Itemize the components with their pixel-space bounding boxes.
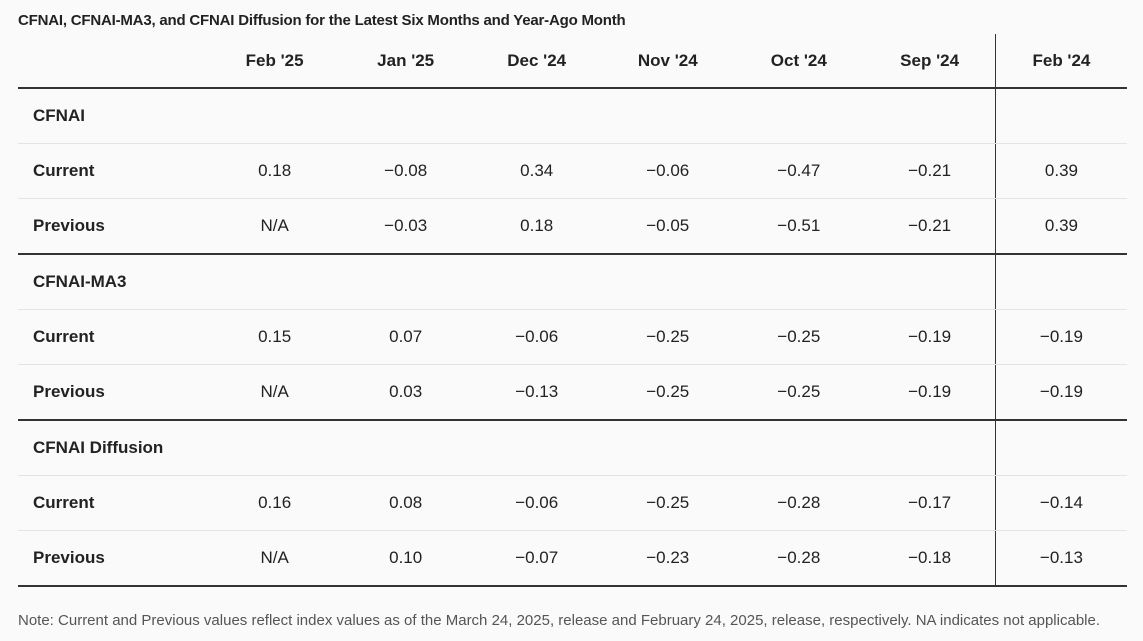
row-label: Previous	[18, 530, 210, 587]
value-cell: 0.18	[471, 198, 603, 255]
empty-cell	[340, 254, 472, 310]
value-cell: 0.07	[340, 309, 472, 365]
empty-cell	[471, 254, 603, 310]
empty-cell	[733, 88, 865, 144]
empty-cell	[471, 88, 603, 144]
value-cell: −0.13	[471, 364, 603, 421]
data-table: Feb '25 Jan '25 Dec '24 Nov '24 Oct '24 Sep '…	[18, 34, 1127, 587]
header-corner	[18, 34, 210, 89]
section-label: CFNAI Diffusion	[18, 420, 210, 476]
empty-cell	[209, 88, 341, 144]
section-row: CFNAI	[18, 88, 1127, 144]
value-cell: 0.39	[994, 198, 1127, 255]
value-cell: −0.28	[733, 475, 865, 531]
value-cell: 0.03	[340, 364, 472, 421]
column-header: Dec '24	[471, 34, 603, 89]
empty-cell	[209, 420, 341, 476]
value-cell: −0.06	[471, 309, 603, 365]
value-cell: −0.21	[864, 143, 996, 199]
value-cell: −0.28	[733, 530, 865, 587]
table-row: Previous N/A −0.03 0.18 −0.05 −0.51 −0.21 0.39	[18, 198, 1127, 255]
empty-cell	[994, 88, 1127, 144]
value-cell: N/A	[209, 530, 341, 587]
row-label: Previous	[18, 364, 210, 421]
value-cell: −0.47	[733, 143, 865, 199]
empty-cell	[602, 88, 734, 144]
empty-cell	[864, 420, 996, 476]
column-header: Nov '24	[602, 34, 734, 89]
value-cell: 0.15	[209, 309, 341, 365]
table-row: Current 0.15 0.07 −0.06 −0.25 −0.25 −0.19 −0.19	[18, 309, 1127, 365]
value-cell: 0.34	[471, 143, 603, 199]
empty-cell	[864, 254, 996, 310]
value-cell: −0.06	[471, 475, 603, 531]
value-cell: N/A	[209, 198, 341, 255]
value-cell: −0.25	[602, 475, 734, 531]
table-row: Current 0.16 0.08 −0.06 −0.25 −0.28 −0.17 −0.14	[18, 475, 1127, 531]
column-header: Sep '24	[864, 34, 996, 89]
value-cell: −0.25	[733, 364, 865, 421]
section-row: CFNAI-MA3	[18, 254, 1127, 310]
section-label: CFNAI	[18, 88, 210, 144]
empty-cell	[864, 88, 996, 144]
table-body: CFNAI Current 0.18 −0.08 0.34 −0.06 −0.47 −0.21…	[18, 88, 1127, 587]
value-cell: 0.39	[994, 143, 1127, 199]
section-row: CFNAI Diffusion	[18, 420, 1127, 476]
empty-cell	[602, 254, 734, 310]
value-cell: 0.08	[340, 475, 472, 531]
column-header: Feb '25	[209, 34, 341, 89]
row-label: Current	[18, 475, 210, 531]
empty-cell	[340, 420, 472, 476]
value-cell: −0.06	[602, 143, 734, 199]
column-header: Feb '24	[994, 34, 1127, 89]
value-cell: −0.14	[994, 475, 1127, 531]
value-cell: −0.51	[733, 198, 865, 255]
value-cell: −0.21	[864, 198, 996, 255]
value-cell: −0.03	[340, 198, 472, 255]
table-row: Previous N/A 0.03 −0.13 −0.25 −0.25 −0.19 −0.19	[18, 364, 1127, 421]
empty-cell	[994, 420, 1127, 476]
value-cell: −0.08	[340, 143, 472, 199]
empty-cell	[994, 254, 1127, 310]
table-header: Feb '25 Jan '25 Dec '24 Nov '24 Oct '24 Sep '…	[18, 34, 1127, 89]
column-header: Oct '24	[733, 34, 865, 89]
empty-cell	[340, 88, 472, 144]
section-label: CFNAI-MA3	[18, 254, 210, 310]
table-title: CFNAI, CFNAI-MA3, and CFNAI Diffusion fo…	[18, 12, 626, 29]
value-cell: −0.18	[864, 530, 996, 587]
value-cell: 0.16	[209, 475, 341, 531]
value-cell: −0.07	[471, 530, 603, 587]
header-row: Feb '25 Jan '25 Dec '24 Nov '24 Oct '24 Sep '…	[18, 34, 1127, 89]
empty-cell	[602, 420, 734, 476]
value-cell: −0.23	[602, 530, 734, 587]
value-cell: −0.19	[864, 309, 996, 365]
data-table-container: Feb '25 Jan '25 Dec '24 Nov '24 Oct '24 Sep '…	[18, 34, 1127, 587]
column-header: Jan '25	[340, 34, 472, 89]
value-cell: −0.19	[864, 364, 996, 421]
value-cell: −0.19	[994, 309, 1127, 365]
table-row: Previous N/A 0.10 −0.07 −0.23 −0.28 −0.18 −0.13	[18, 530, 1127, 587]
value-cell: 0.10	[340, 530, 472, 587]
value-cell: −0.05	[602, 198, 734, 255]
empty-cell	[733, 254, 865, 310]
value-cell: −0.25	[602, 364, 734, 421]
row-label: Previous	[18, 198, 210, 255]
row-label: Current	[18, 309, 210, 365]
empty-cell	[471, 420, 603, 476]
row-label: Current	[18, 143, 210, 199]
value-cell: 0.18	[209, 143, 341, 199]
table-note: Note: Current and Previous values reflec…	[18, 612, 1100, 629]
value-cell: −0.17	[864, 475, 996, 531]
value-cell: −0.13	[994, 530, 1127, 587]
empty-cell	[209, 254, 341, 310]
value-cell: N/A	[209, 364, 341, 421]
table-row: Current 0.18 −0.08 0.34 −0.06 −0.47 −0.21 0.39	[18, 143, 1127, 199]
value-cell: −0.25	[602, 309, 734, 365]
value-cell: −0.25	[733, 309, 865, 365]
value-cell: −0.19	[994, 364, 1127, 421]
empty-cell	[733, 420, 865, 476]
